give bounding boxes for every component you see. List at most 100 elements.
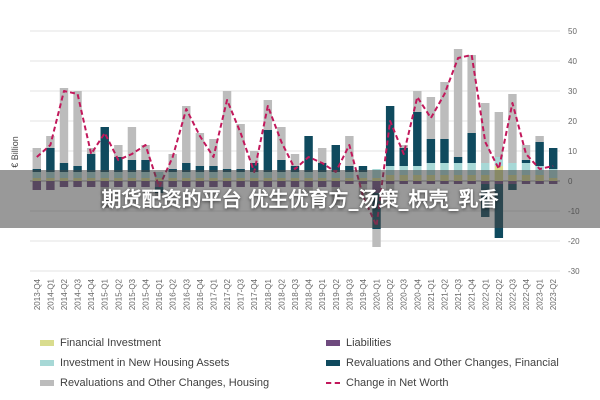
watermark-banner: [0, 170, 600, 228]
bar-segment: [59, 88, 69, 163]
x-tick-label: 2020-Q1: [373, 278, 382, 310]
y-tick-label: 40: [568, 57, 577, 66]
bar-segment: [304, 136, 313, 172]
bar-segment: [494, 157, 504, 166]
x-tick-label: 2022-Q1: [481, 278, 490, 310]
bar-segment: [195, 166, 205, 172]
legend-label: Revaluations and Other Changes, Housing: [60, 377, 270, 389]
x-tick-label: 2018-Q1: [264, 278, 273, 310]
bar-segment: [236, 124, 245, 169]
legend-swatch: [326, 360, 340, 367]
bar-segment: [345, 136, 354, 166]
bar-segment: [331, 145, 340, 172]
bar-segment: [440, 163, 449, 175]
legend-label: Liabilities: [346, 337, 392, 349]
legend-dash-swatch: [326, 382, 340, 385]
bar-segment: [426, 97, 436, 139]
x-tick-label: 2017-Q3: [237, 278, 246, 310]
x-tick-label: 2021-Q1: [427, 278, 436, 310]
chart-canvas: -30-20-1001020304050 2013-Q42014-Q12014-…: [10, 27, 580, 310]
y-tick-label: 30: [568, 87, 577, 96]
bar-segment: [141, 160, 150, 172]
bar-segment: [548, 148, 558, 169]
x-tick-label: 2016-Q2: [169, 278, 178, 310]
legend-swatch: [40, 380, 54, 387]
bar-segment: [426, 139, 436, 163]
bar-segment: [453, 163, 463, 175]
bar-segment: [127, 160, 137, 172]
bar-segment: [114, 157, 123, 172]
x-tick-label: 2014-Q1: [46, 278, 55, 310]
bar-segment: [250, 163, 259, 172]
bar-segment: [426, 163, 436, 175]
legend-label: Investment in New Housing Assets: [60, 357, 230, 369]
net-worth-line: [36, 54, 554, 227]
x-tick-label: 2014-Q3: [74, 278, 83, 310]
bar-segment: [73, 166, 82, 172]
y-tick-label: -30: [568, 267, 580, 276]
legend-item-change-net-worth: Change in Net Worth: [326, 376, 449, 390]
bar-segment: [467, 133, 476, 163]
bar-segment: [399, 145, 408, 148]
bar-segment: [317, 148, 327, 163]
bar-segment: [114, 145, 123, 157]
bar-segment: [209, 139, 218, 166]
legend-item-investment-new-housing: Investment in New Housing Assets: [40, 356, 229, 370]
x-tick-label: 2016-Q3: [182, 278, 191, 310]
legend-label: Financial Investment: [60, 337, 161, 349]
bar-segment: [182, 163, 191, 172]
x-tick-label: 2022-Q2: [495, 278, 504, 310]
x-tick-label: 2016-Q4: [196, 278, 205, 310]
x-tick-label: 2017-Q4: [250, 278, 259, 310]
x-tick-label: 2014-Q4: [87, 278, 96, 310]
x-tick-label: 2015-Q4: [142, 278, 151, 310]
bar-segment: [168, 154, 177, 169]
bar-segment: [535, 136, 544, 142]
bar-segment: [100, 127, 109, 172]
y-tick-label: 20: [568, 117, 577, 126]
x-tick-label: 2020-Q2: [386, 278, 395, 310]
x-tick-label: 2019-Q2: [332, 278, 341, 310]
x-tick-label: 2023-Q1: [536, 278, 545, 310]
legend-swatch: [40, 340, 54, 347]
bar-segment: [467, 163, 476, 175]
x-tick-label: 2020-Q4: [413, 278, 422, 310]
y-axis-label: € Billion: [10, 136, 20, 168]
bar-segment: [440, 139, 449, 163]
x-tick-label: 2019-Q1: [318, 278, 327, 310]
x-tick-label: 2020-Q3: [400, 278, 409, 310]
x-tick-label: 2021-Q3: [454, 278, 463, 310]
bar-segment: [453, 157, 463, 163]
bar-segment: [209, 166, 218, 172]
bar-segment: [263, 130, 273, 172]
bar-segment: [481, 163, 490, 175]
bar-segment: [508, 163, 517, 175]
bar-segment: [127, 127, 137, 160]
bar-segment: [453, 49, 463, 157]
x-axis-ticks: 2013-Q4 2014-Q1 2014-Q2 2014-Q3 2014-Q4 2015-…: [33, 278, 558, 310]
x-tick-label: 2019-Q3: [345, 278, 354, 310]
x-tick-label: 2015-Q3: [128, 278, 137, 310]
bar-segment: [358, 166, 368, 172]
x-tick-label: 2021-Q4: [468, 278, 477, 310]
bar-segment: [440, 82, 449, 139]
x-tick-label: 2017-Q2: [223, 278, 232, 310]
bar-segment: [413, 112, 422, 166]
bar-segment: [32, 148, 42, 169]
bar-segment: [494, 112, 504, 157]
bar-segment: [467, 55, 476, 133]
bar-segment: [222, 91, 232, 169]
bar-segment: [521, 163, 531, 175]
x-tick-label: 2013-Q4: [33, 278, 42, 310]
bar-segment: [46, 136, 55, 148]
bar-segment: [141, 145, 150, 160]
bar-segment: [250, 151, 259, 163]
x-tick-label: 2023-Q2: [549, 278, 558, 310]
bar-segment: [521, 160, 531, 163]
bar-segment: [59, 163, 69, 172]
x-tick-label: 2022-Q4: [522, 278, 531, 310]
legend-label: Change in Net Worth: [346, 377, 449, 389]
bar-segment: [413, 91, 422, 112]
x-tick-label: 2018-Q4: [305, 278, 314, 310]
bar-segment: [385, 106, 395, 166]
